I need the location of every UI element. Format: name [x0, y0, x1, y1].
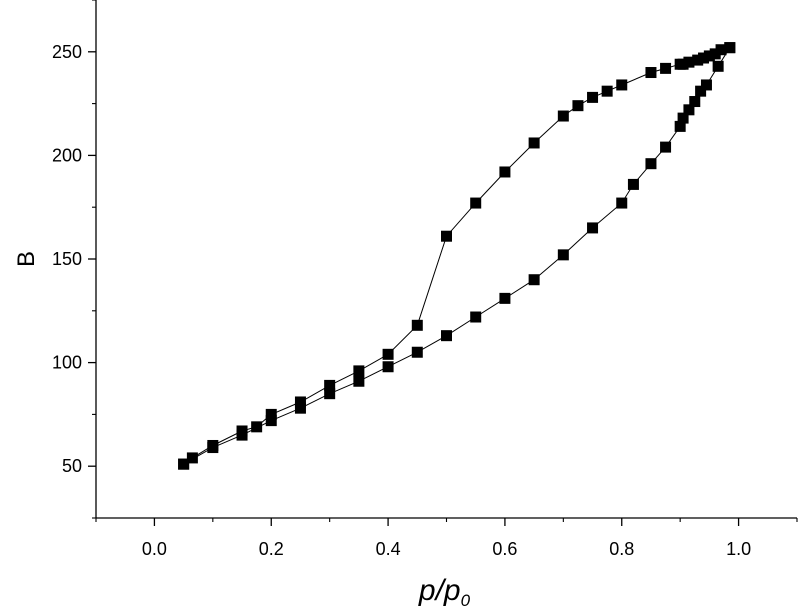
- series-line-1: [183, 47, 731, 465]
- series-line-2: [183, 47, 730, 465]
- data-point: [627, 178, 639, 190]
- data-point: [601, 85, 613, 97]
- data-point: [715, 44, 727, 56]
- data-point: [251, 421, 263, 433]
- data-point: [557, 249, 569, 261]
- data-point: [265, 415, 277, 427]
- data-point: [470, 197, 482, 209]
- data-point: [587, 222, 599, 234]
- data-point: [616, 197, 628, 209]
- data-point: [698, 52, 710, 64]
- y-tick-label: 250: [52, 42, 82, 62]
- x-axis-label-main: p/p: [418, 574, 461, 607]
- data-point: [572, 100, 584, 112]
- data-point: [689, 96, 701, 108]
- data-point: [645, 158, 657, 170]
- data-point: [186, 452, 198, 464]
- data-point: [382, 348, 394, 360]
- data-point: [616, 79, 628, 91]
- axes: 0.0 0.2 0.4 0.6 0.8 1.0 50 100 150 200 250: [52, 0, 798, 559]
- labels-layer: B p/p0: [13, 251, 471, 610]
- y-tick-label: 50: [62, 456, 82, 476]
- data-point: [470, 311, 482, 323]
- data-point: [660, 141, 672, 153]
- data-point: [528, 274, 540, 286]
- data-point: [703, 50, 715, 62]
- data-point: [677, 112, 689, 124]
- data-point: [645, 67, 657, 79]
- x-tick-label: 0.8: [609, 539, 634, 559]
- data-point: [236, 425, 248, 437]
- data-point: [674, 58, 686, 70]
- data-point: [382, 361, 394, 373]
- data-point: [557, 110, 569, 122]
- data-point: [411, 319, 423, 331]
- data-point: [294, 402, 306, 414]
- data-point: [695, 85, 707, 97]
- data-point: [712, 60, 724, 72]
- data-point: [294, 396, 306, 408]
- data-point: [724, 42, 736, 54]
- data-point: [499, 166, 511, 178]
- x-axis-label-subscript: 0: [461, 591, 471, 610]
- x-tick-label: 0.2: [259, 539, 284, 559]
- data-point: [353, 365, 365, 377]
- data-point: [499, 292, 511, 304]
- data-point: [265, 408, 277, 420]
- data-point: [207, 439, 219, 451]
- data-point: [692, 54, 704, 66]
- data-point: [709, 48, 721, 60]
- data-point: [700, 79, 712, 91]
- x-tick-label: 0.4: [376, 539, 401, 559]
- data-point: [528, 137, 540, 149]
- data-point: [411, 346, 423, 358]
- data-point: [178, 458, 190, 470]
- data-point: [683, 56, 695, 68]
- x-tick-label: 0.6: [492, 539, 517, 559]
- data-point: [353, 375, 365, 387]
- series-layer: [178, 42, 736, 470]
- y-axis-label: B: [13, 251, 40, 267]
- data-point: [441, 330, 452, 342]
- y-tick-label: 200: [52, 145, 82, 165]
- data-point: [324, 388, 336, 400]
- data-point: [683, 104, 695, 116]
- data-point: [587, 91, 599, 103]
- x-tick-label: 0.0: [142, 539, 167, 559]
- x-axis-label: p/p0: [418, 574, 471, 610]
- data-point: [324, 379, 336, 391]
- y-tick-label: 150: [52, 249, 82, 269]
- y-tick-label: 100: [52, 353, 82, 373]
- data-point: [441, 230, 452, 242]
- x-tick-label: 1.0: [726, 539, 751, 559]
- data-point: [674, 120, 686, 132]
- data-point: [660, 62, 672, 74]
